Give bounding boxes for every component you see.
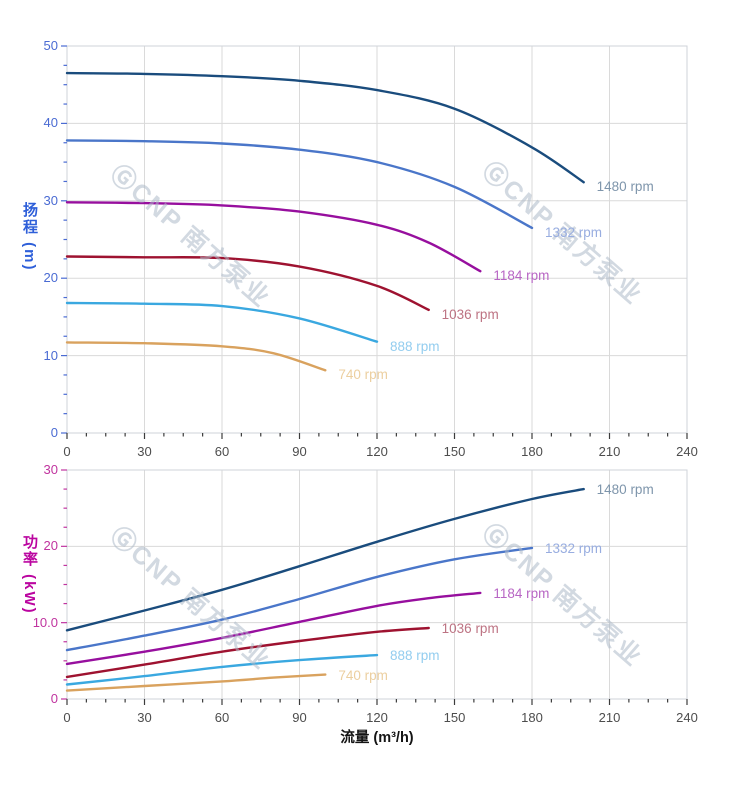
curve-740rpm-power [65, 673, 327, 692]
curve-1184rpm-head [65, 201, 482, 273]
x-tick-label: 240 [676, 710, 698, 725]
y-tick-label: 40 [43, 115, 58, 131]
curve-label-888rpm-head: 888 rpm [390, 338, 440, 354]
curve-label-1332rpm-head: 1332 rpm [545, 224, 603, 240]
head-axis-title: 扬程 (m) [21, 202, 38, 272]
curve-1184rpm-power [65, 591, 482, 666]
x-tick-label: 90 [292, 710, 307, 725]
x-tick-label: 90 [292, 444, 307, 459]
curve-888rpm-head [65, 301, 379, 343]
curve-label-1480rpm-power: 1480 rpm [596, 482, 654, 498]
x-tick-label: 150 [443, 444, 466, 459]
curve-label-740rpm-power: 740 rpm [338, 667, 388, 683]
x-tick-label: 240 [676, 444, 698, 459]
x-tick-label: 180 [521, 710, 543, 725]
curve-1036rpm-head [65, 255, 430, 312]
x-tick-label: 30 [137, 444, 152, 459]
curve-740rpm-head [65, 341, 327, 372]
curve-label-1184rpm-power: 1184 rpm [493, 585, 550, 601]
curve-label-1332rpm-power: 1332 rpm [545, 540, 603, 556]
y-tick-label: 20 [43, 270, 58, 286]
y-tick-label: 30 [43, 192, 58, 208]
curve-label-1036rpm-head: 1036 rpm [441, 306, 499, 322]
x-tick-label: 0 [63, 710, 71, 725]
curve-label-1480rpm-head: 1480 rpm [596, 179, 654, 195]
curve-1480rpm-head [65, 71, 585, 184]
power-axis-title: 功率 (kW) [21, 534, 38, 615]
y-tick-label: 0 [50, 691, 58, 706]
curve-label-888rpm-power: 888 rpm [390, 648, 440, 664]
x-tick-label: 150 [443, 710, 466, 725]
curve-label-1184rpm-head: 1184 rpm [493, 268, 550, 284]
curve-1332rpm-head [65, 139, 534, 230]
x-tick-label: 0 [63, 444, 71, 459]
curve-888rpm-power [65, 653, 379, 686]
y-tick-label: 50 [43, 38, 58, 53]
x-tick-label: 180 [521, 444, 543, 459]
y-tick-label: 10 [43, 347, 58, 363]
curve-1332rpm-power [65, 546, 534, 652]
y-tick-label: 10.0 [32, 614, 58, 630]
curve-1036rpm-power [65, 626, 430, 679]
curve-label-740rpm-head: 740 rpm [338, 367, 388, 383]
x-tick-label: 60 [214, 444, 230, 459]
x-tick-label: 120 [366, 710, 388, 725]
x-tick-label: 120 [366, 444, 388, 459]
flow-axis-title: 流量 (m³/h) [340, 730, 414, 746]
curve-label-1036rpm-power: 1036 rpm [441, 621, 499, 636]
y-tick-label: 0 [50, 425, 58, 440]
curve-1480rpm-power [65, 487, 585, 632]
y-tick-label: 30 [43, 462, 58, 477]
y-tick-label: 20 [43, 538, 58, 554]
x-tick-label: 210 [598, 710, 621, 725]
x-tick-label: 210 [598, 444, 621, 459]
x-tick-label: 60 [214, 710, 230, 725]
x-tick-label: 30 [137, 710, 152, 725]
